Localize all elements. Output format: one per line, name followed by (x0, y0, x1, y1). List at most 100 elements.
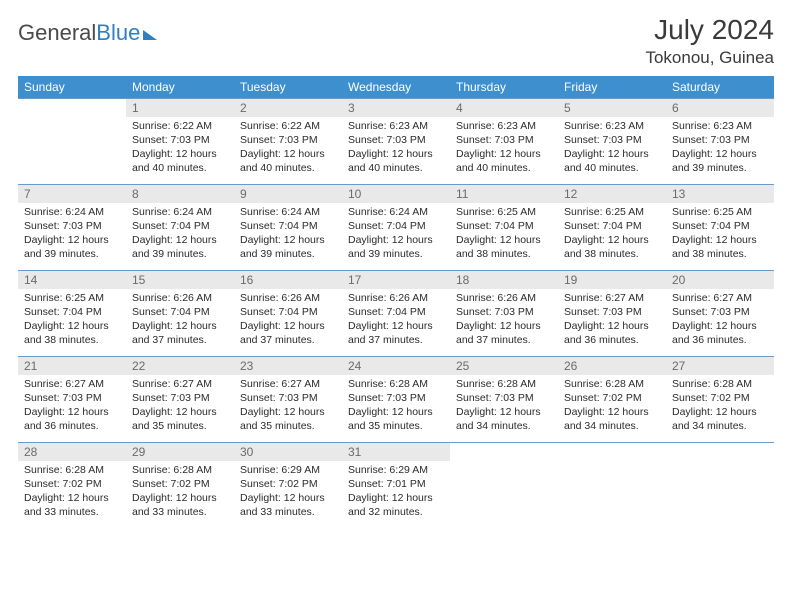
day-cell: 8Sunrise: 6:24 AMSunset: 7:04 PMDaylight… (126, 185, 234, 271)
day-number: 8 (126, 185, 234, 203)
day-number: 13 (666, 185, 774, 203)
day-number: 4 (450, 99, 558, 117)
day-details: Sunrise: 6:25 AMSunset: 7:04 PMDaylight:… (666, 203, 774, 265)
day-details: Sunrise: 6:26 AMSunset: 7:04 PMDaylight:… (234, 289, 342, 351)
day-cell: 2Sunrise: 6:22 AMSunset: 7:03 PMDaylight… (234, 99, 342, 185)
day-number: 23 (234, 357, 342, 375)
day-cell: 13Sunrise: 6:25 AMSunset: 7:04 PMDayligh… (666, 185, 774, 271)
day-details: Sunrise: 6:29 AMSunset: 7:01 PMDaylight:… (342, 461, 450, 523)
day-details: Sunrise: 6:24 AMSunset: 7:04 PMDaylight:… (126, 203, 234, 265)
day-details: Sunrise: 6:24 AMSunset: 7:04 PMDaylight:… (342, 203, 450, 265)
day-details: Sunrise: 6:25 AMSunset: 7:04 PMDaylight:… (450, 203, 558, 265)
location-label: Tokonou, Guinea (645, 48, 774, 68)
day-number: 29 (126, 443, 234, 461)
day-details: Sunrise: 6:26 AMSunset: 7:04 PMDaylight:… (126, 289, 234, 351)
weekday-header-row: SundayMondayTuesdayWednesdayThursdayFrid… (18, 76, 774, 99)
day-number: 25 (450, 357, 558, 375)
day-details: Sunrise: 6:28 AMSunset: 7:02 PMDaylight:… (18, 461, 126, 523)
day-cell: 15Sunrise: 6:26 AMSunset: 7:04 PMDayligh… (126, 271, 234, 357)
day-cell: 20Sunrise: 6:27 AMSunset: 7:03 PMDayligh… (666, 271, 774, 357)
day-number: 5 (558, 99, 666, 117)
weekday-monday: Monday (126, 76, 234, 99)
day-number: 14 (18, 271, 126, 289)
day-cell: 19Sunrise: 6:27 AMSunset: 7:03 PMDayligh… (558, 271, 666, 357)
day-number: 19 (558, 271, 666, 289)
day-cell: 27Sunrise: 6:28 AMSunset: 7:02 PMDayligh… (666, 357, 774, 443)
day-details: Sunrise: 6:23 AMSunset: 7:03 PMDaylight:… (666, 117, 774, 179)
day-number: 15 (126, 271, 234, 289)
day-details: Sunrise: 6:26 AMSunset: 7:04 PMDaylight:… (342, 289, 450, 351)
calendar-table: SundayMondayTuesdayWednesdayThursdayFrid… (18, 76, 774, 529)
day-cell: 16Sunrise: 6:26 AMSunset: 7:04 PMDayligh… (234, 271, 342, 357)
day-cell: 7Sunrise: 6:24 AMSunset: 7:03 PMDaylight… (18, 185, 126, 271)
week-row: 1Sunrise: 6:22 AMSunset: 7:03 PMDaylight… (18, 99, 774, 185)
day-cell: 12Sunrise: 6:25 AMSunset: 7:04 PMDayligh… (558, 185, 666, 271)
day-cell: 17Sunrise: 6:26 AMSunset: 7:04 PMDayligh… (342, 271, 450, 357)
day-number: 3 (342, 99, 450, 117)
day-details: Sunrise: 6:26 AMSunset: 7:03 PMDaylight:… (450, 289, 558, 351)
day-details: Sunrise: 6:28 AMSunset: 7:02 PMDaylight:… (666, 375, 774, 437)
page-title: July 2024 (645, 14, 774, 46)
day-cell: 28Sunrise: 6:28 AMSunset: 7:02 PMDayligh… (18, 443, 126, 529)
day-details: Sunrise: 6:28 AMSunset: 7:03 PMDaylight:… (342, 375, 450, 437)
day-number: 31 (342, 443, 450, 461)
brand-logo: GeneralBlue (18, 14, 157, 46)
day-cell: 18Sunrise: 6:26 AMSunset: 7:03 PMDayligh… (450, 271, 558, 357)
brand-mark-icon (143, 30, 157, 40)
day-number: 22 (126, 357, 234, 375)
day-cell: 26Sunrise: 6:28 AMSunset: 7:02 PMDayligh… (558, 357, 666, 443)
calendar-page: GeneralBlue July 2024 Tokonou, Guinea Su… (0, 0, 792, 539)
day-cell: 1Sunrise: 6:22 AMSunset: 7:03 PMDaylight… (126, 99, 234, 185)
day-number: 27 (666, 357, 774, 375)
day-details: Sunrise: 6:27 AMSunset: 7:03 PMDaylight:… (18, 375, 126, 437)
day-cell: 25Sunrise: 6:28 AMSunset: 7:03 PMDayligh… (450, 357, 558, 443)
day-cell (450, 443, 558, 529)
title-block: July 2024 Tokonou, Guinea (645, 14, 774, 68)
day-cell: 4Sunrise: 6:23 AMSunset: 7:03 PMDaylight… (450, 99, 558, 185)
day-cell (666, 443, 774, 529)
weekday-tuesday: Tuesday (234, 76, 342, 99)
day-details: Sunrise: 6:29 AMSunset: 7:02 PMDaylight:… (234, 461, 342, 523)
day-details: Sunrise: 6:27 AMSunset: 7:03 PMDaylight:… (126, 375, 234, 437)
day-details: Sunrise: 6:25 AMSunset: 7:04 PMDaylight:… (18, 289, 126, 351)
day-details: Sunrise: 6:27 AMSunset: 7:03 PMDaylight:… (666, 289, 774, 351)
day-details: Sunrise: 6:28 AMSunset: 7:02 PMDaylight:… (558, 375, 666, 437)
day-cell: 14Sunrise: 6:25 AMSunset: 7:04 PMDayligh… (18, 271, 126, 357)
day-details: Sunrise: 6:23 AMSunset: 7:03 PMDaylight:… (450, 117, 558, 179)
day-cell: 30Sunrise: 6:29 AMSunset: 7:02 PMDayligh… (234, 443, 342, 529)
day-details: Sunrise: 6:28 AMSunset: 7:03 PMDaylight:… (450, 375, 558, 437)
weekday-sunday: Sunday (18, 76, 126, 99)
day-number: 17 (342, 271, 450, 289)
day-number: 11 (450, 185, 558, 203)
day-details: Sunrise: 6:22 AMSunset: 7:03 PMDaylight:… (126, 117, 234, 179)
week-row: 7Sunrise: 6:24 AMSunset: 7:03 PMDaylight… (18, 185, 774, 271)
day-details: Sunrise: 6:22 AMSunset: 7:03 PMDaylight:… (234, 117, 342, 179)
weekday-thursday: Thursday (450, 76, 558, 99)
day-number: 30 (234, 443, 342, 461)
day-cell: 5Sunrise: 6:23 AMSunset: 7:03 PMDaylight… (558, 99, 666, 185)
day-number: 18 (450, 271, 558, 289)
day-cell: 10Sunrise: 6:24 AMSunset: 7:04 PMDayligh… (342, 185, 450, 271)
day-cell: 31Sunrise: 6:29 AMSunset: 7:01 PMDayligh… (342, 443, 450, 529)
day-details: Sunrise: 6:24 AMSunset: 7:03 PMDaylight:… (18, 203, 126, 265)
day-cell: 24Sunrise: 6:28 AMSunset: 7:03 PMDayligh… (342, 357, 450, 443)
day-cell: 3Sunrise: 6:23 AMSunset: 7:03 PMDaylight… (342, 99, 450, 185)
day-number: 7 (18, 185, 126, 203)
day-number: 9 (234, 185, 342, 203)
day-details: Sunrise: 6:24 AMSunset: 7:04 PMDaylight:… (234, 203, 342, 265)
day-cell: 22Sunrise: 6:27 AMSunset: 7:03 PMDayligh… (126, 357, 234, 443)
day-number: 10 (342, 185, 450, 203)
day-number: 12 (558, 185, 666, 203)
day-cell (558, 443, 666, 529)
week-row: 21Sunrise: 6:27 AMSunset: 7:03 PMDayligh… (18, 357, 774, 443)
day-cell: 6Sunrise: 6:23 AMSunset: 7:03 PMDaylight… (666, 99, 774, 185)
day-number: 21 (18, 357, 126, 375)
day-cell: 29Sunrise: 6:28 AMSunset: 7:02 PMDayligh… (126, 443, 234, 529)
day-details: Sunrise: 6:27 AMSunset: 7:03 PMDaylight:… (558, 289, 666, 351)
brand-part2: Blue (96, 20, 140, 46)
weekday-friday: Friday (558, 76, 666, 99)
header: GeneralBlue July 2024 Tokonou, Guinea (18, 14, 774, 68)
day-number: 20 (666, 271, 774, 289)
day-details: Sunrise: 6:27 AMSunset: 7:03 PMDaylight:… (234, 375, 342, 437)
weekday-wednesday: Wednesday (342, 76, 450, 99)
